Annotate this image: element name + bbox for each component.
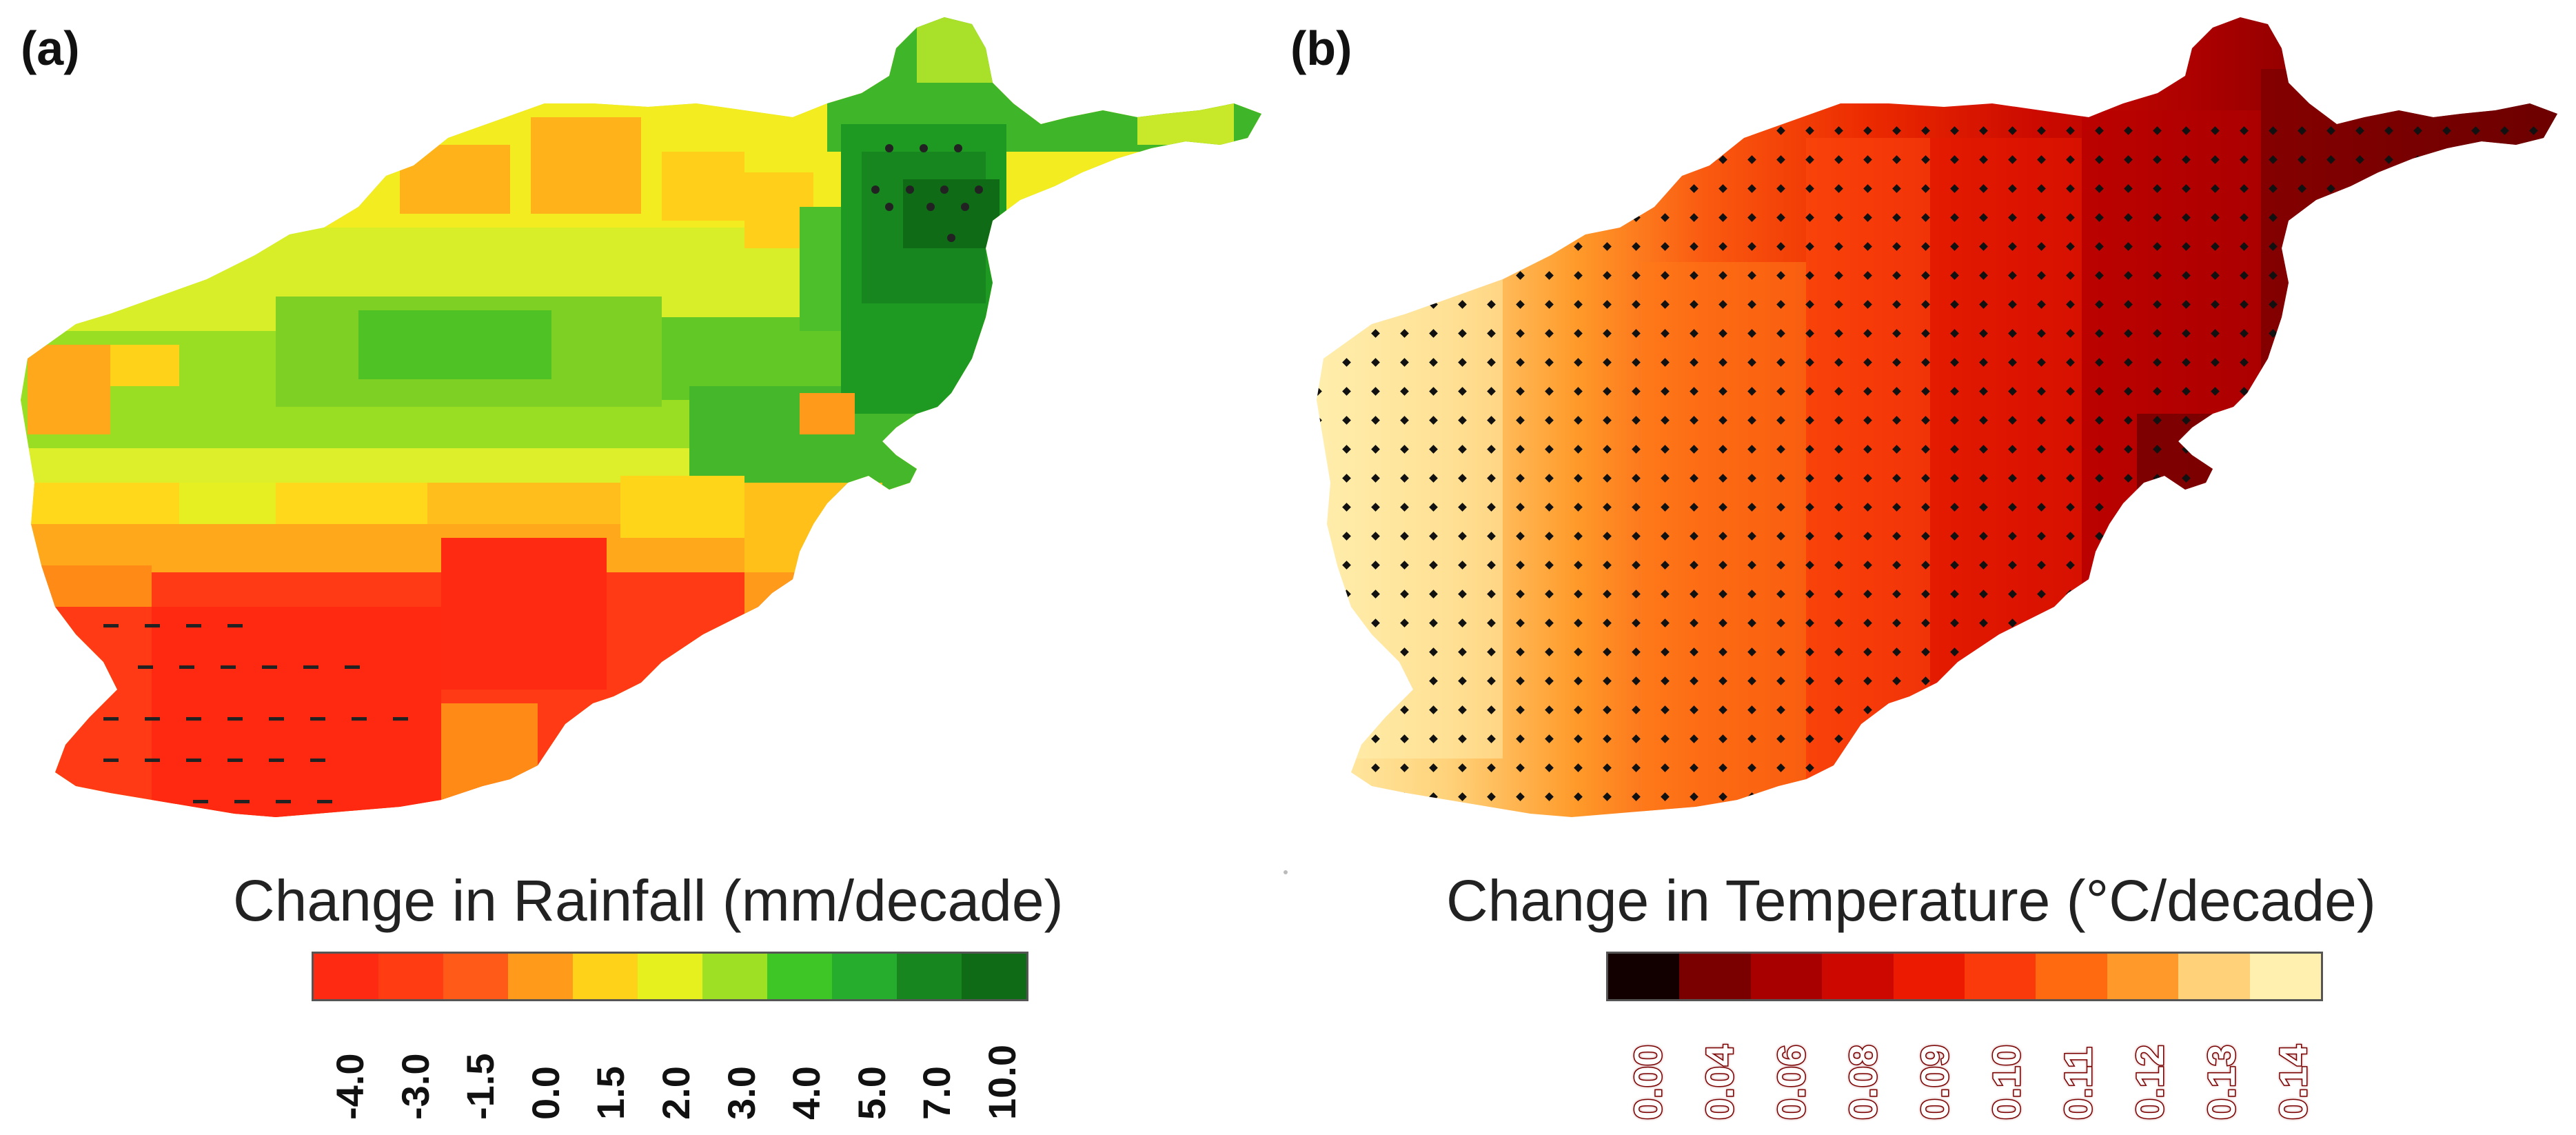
maps-figure bbox=[21, 17, 2557, 817]
colorbar-swatch bbox=[2107, 954, 2179, 999]
colorbar-swatch bbox=[443, 954, 508, 999]
colorbar-tick-label: 0.11 bbox=[2056, 1046, 2101, 1121]
panel-b-label: (b) bbox=[1290, 21, 1352, 75]
colorbar-tick-label: -4.0 bbox=[328, 1053, 372, 1121]
colorbar-swatch bbox=[2036, 954, 2107, 999]
colorbar-swatch bbox=[2249, 954, 2322, 999]
colorbar-tick-label: 0.00 bbox=[1625, 1044, 1671, 1121]
colorbar-swatch bbox=[767, 954, 832, 999]
colorbar-swatch bbox=[897, 954, 962, 999]
rainfall-colorbar bbox=[312, 952, 1028, 1001]
separator-dot bbox=[1284, 870, 1288, 874]
colorbar-tick-label: 4.0 bbox=[784, 1066, 829, 1120]
colorbar-tick-label: 0.09 bbox=[1912, 1044, 1958, 1121]
colorbar-swatch bbox=[832, 954, 897, 999]
colorbar-tick-label: 3.0 bbox=[719, 1066, 763, 1120]
colorbar-tick-label: 0.10 bbox=[1984, 1044, 2029, 1121]
colorbar-swatch bbox=[962, 954, 1026, 999]
colorbar-swatch bbox=[702, 954, 767, 999]
colorbar-swatch bbox=[1679, 954, 1751, 999]
colorbar-swatch bbox=[1965, 954, 2036, 999]
colorbar-tick-label: -3.0 bbox=[393, 1053, 437, 1121]
rainfall-legend-title: Change in Rainfall (mm/decade) bbox=[233, 868, 1064, 933]
colorbar-tick-label: -1.5 bbox=[458, 1053, 503, 1121]
colorbar-swatch bbox=[314, 954, 378, 999]
colorbar-swatch bbox=[378, 954, 443, 999]
colorbar-swatch bbox=[638, 954, 702, 999]
rainfall-map bbox=[21, 17, 1261, 817]
colorbar-tick-label: 0.04 bbox=[1697, 1044, 1743, 1121]
colorbar-tick-label: 10.0 bbox=[980, 1045, 1024, 1120]
colorbar-swatch bbox=[1893, 954, 1965, 999]
colorbar-tick-label: 0.06 bbox=[1769, 1044, 1814, 1121]
colorbar-tick-label: 2.0 bbox=[654, 1066, 698, 1120]
panel-a-label: (a) bbox=[21, 21, 80, 75]
colorbar-swatch bbox=[2178, 954, 2250, 999]
colorbar-swatch bbox=[508, 954, 573, 999]
colorbar-tick-label: 5.0 bbox=[849, 1066, 893, 1120]
colorbar-tick-label: 0.14 bbox=[2271, 1044, 2316, 1121]
colorbar-tick-label: 1.5 bbox=[589, 1066, 633, 1120]
colorbar-tick-label: 0.0 bbox=[523, 1066, 567, 1120]
temperature-map bbox=[1317, 17, 2557, 817]
colorbar-swatch bbox=[1822, 954, 1894, 999]
temperature-legend-title: Change in Temperature (°C/decade) bbox=[1446, 868, 2376, 933]
colorbar-tick-label: 0.13 bbox=[2199, 1044, 2244, 1121]
temperature-colorbar bbox=[1606, 952, 2323, 1001]
colorbar-tick-label: 0.08 bbox=[1840, 1044, 1886, 1121]
colorbar-swatch bbox=[1608, 954, 1680, 999]
colorbar-tick-label: 0.12 bbox=[2127, 1044, 2173, 1121]
colorbar-tick-label: 7.0 bbox=[915, 1066, 959, 1120]
colorbar-swatch bbox=[573, 954, 638, 999]
colorbar-swatch bbox=[1750, 954, 1823, 999]
